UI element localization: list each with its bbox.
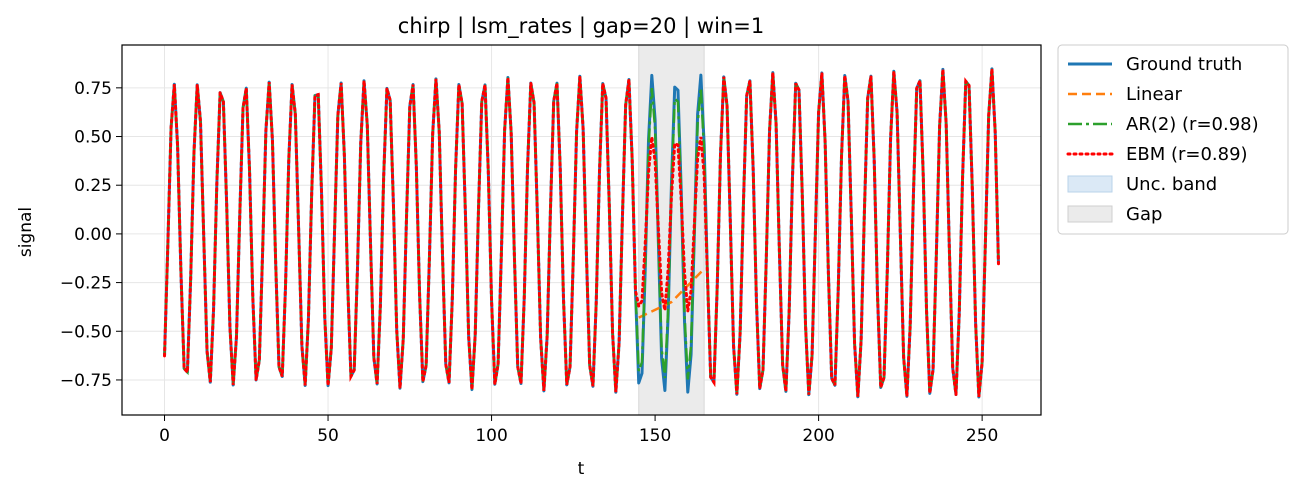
y-tick-label-1: −0.50	[60, 322, 112, 342]
x-tick-label-4: 200	[802, 426, 834, 446]
y-tick-label-6: 0.75	[74, 79, 112, 99]
legend-swatch-unc-band	[1067, 175, 1113, 193]
x-axis-ticks: 0 50 100 150 200 250	[159, 415, 998, 446]
y-tick-label-5: 0.50	[74, 128, 112, 148]
legend-label-ground-truth: Ground truth	[1126, 54, 1242, 75]
x-tick-label-0: 0	[159, 426, 170, 446]
plot-frame	[121, 44, 1042, 416]
y-tick-label-2: −0.25	[60, 274, 112, 294]
series-ebm	[163, 68, 1000, 398]
legend: Ground truth Linear AR(2) (r=0.98) EBM (r=0…	[1057, 44, 1289, 235]
x-tick-label-1: 50	[317, 426, 339, 446]
x-tick-label-2: 100	[475, 426, 507, 446]
x-tick-label-3: 150	[639, 426, 671, 446]
legend-label-gap: Gap	[1126, 204, 1162, 225]
legend-label-ar2: AR(2) (r=0.98)	[1126, 114, 1259, 135]
legend-frame	[1057, 44, 1289, 235]
chart-title: chirp | lsm_rates | gap=20 | win=1	[398, 14, 764, 39]
series-linear	[638, 268, 706, 319]
x-tick-label-5: 250	[966, 426, 998, 446]
y-tick-label-3: 0.00	[74, 225, 112, 245]
y-tick-label-0: −0.75	[60, 371, 112, 391]
legend-label-ebm: EBM (r=0.89)	[1126, 144, 1248, 165]
x-axis-title: t	[578, 459, 585, 479]
y-axis-ticks: −0.75 −0.50 −0.25 0.00 0.25 0.50 0.75	[60, 79, 122, 391]
legend-swatch-gap	[1067, 205, 1113, 223]
legend-label-unc-band: Unc. band	[1126, 174, 1217, 195]
series-layer	[163, 67, 1000, 399]
legend-label-linear: Linear	[1126, 84, 1183, 105]
y-axis-title: signal	[16, 207, 36, 257]
y-tick-label-4: 0.25	[74, 176, 112, 196]
